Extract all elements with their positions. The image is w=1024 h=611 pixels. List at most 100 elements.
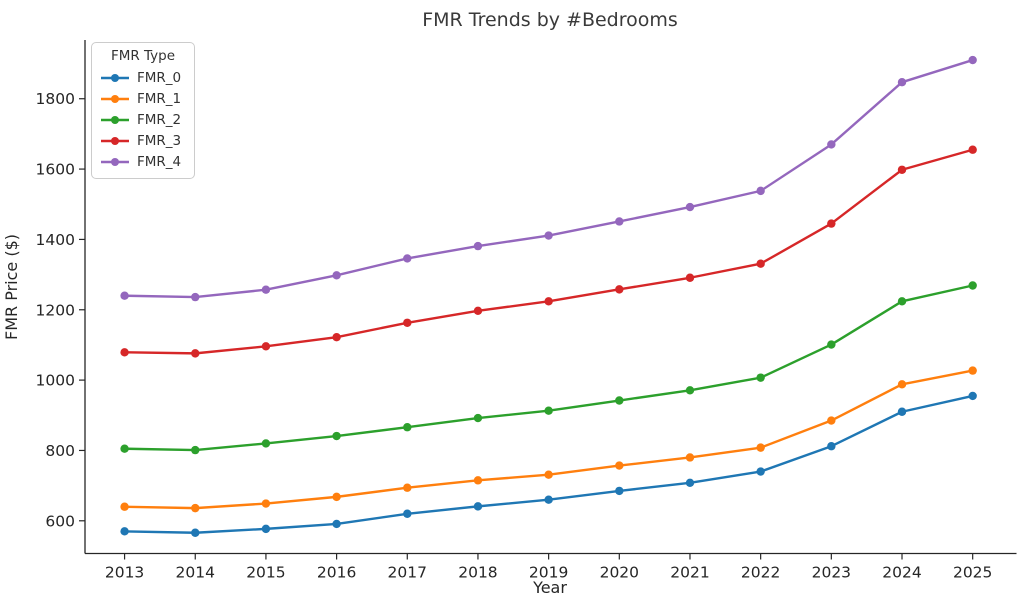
data-point-FMR_0-2016 xyxy=(332,519,341,529)
data-point-FMR_1-2022 xyxy=(756,443,765,452)
data-point-FMR_3-2013 xyxy=(120,348,129,357)
data-point-FMR_3-2020 xyxy=(615,285,624,294)
x-tick-label: 2017 xyxy=(388,564,427,582)
series-line-FMR_2 xyxy=(124,284,973,452)
legend-line-marker-icon xyxy=(101,115,129,124)
data-point-FMR_1-2019 xyxy=(544,470,553,479)
data-point-FMR_4-2016 xyxy=(332,271,341,280)
data-point-FMR_0-2020 xyxy=(615,486,624,496)
data-point-FMR_3-2015 xyxy=(261,342,271,351)
x-tick-label: 2014 xyxy=(176,564,215,582)
data-point-FMR_2-2014 xyxy=(191,445,200,455)
data-point-FMR_4-2022 xyxy=(756,186,765,196)
legend-item-FMR_2: FMR_2 xyxy=(100,109,186,130)
y-tick-label: 1800 xyxy=(36,90,75,108)
data-point-FMR_2-2017 xyxy=(403,423,412,432)
data-point-FMR_0-2024 xyxy=(897,407,907,416)
legend-item-FMR_3: FMR_3 xyxy=(100,130,186,151)
data-point-FMR_2-2023 xyxy=(827,340,836,349)
x-tick-label: 2025 xyxy=(953,564,992,582)
data-point-FMR_4-2018 xyxy=(473,241,483,251)
legend-line-marker-icon xyxy=(101,73,129,82)
x-tick-label: 2018 xyxy=(458,564,497,582)
x-tick-label: 2016 xyxy=(317,564,356,582)
data-point-FMR_3-2018 xyxy=(473,306,483,316)
legend-item-FMR_0: FMR_0 xyxy=(100,67,186,88)
data-point-FMR_1-2013 xyxy=(120,502,129,511)
y-tick-label: 600 xyxy=(45,512,75,530)
data-point-FMR_3-2024 xyxy=(897,165,907,174)
data-point-FMR_0-2013 xyxy=(120,527,129,536)
y-tick-label: 1400 xyxy=(36,231,75,249)
data-point-FMR_2-2020 xyxy=(615,396,624,405)
data-point-FMR_3-2017 xyxy=(403,318,412,327)
data-point-FMR_1-2015 xyxy=(261,499,271,508)
legend-line-marker-icon xyxy=(101,94,129,103)
data-point-FMR_4-2021 xyxy=(685,202,695,212)
data-point-FMR_1-2024 xyxy=(897,380,907,389)
data-point-FMR_2-2025 xyxy=(968,281,977,290)
legend-items: FMR_0 FMR_1 FMR_2 FMR_3 FMR_4 xyxy=(100,67,186,172)
data-point-FMR_1-2021 xyxy=(685,453,695,462)
x-tick-label: 2020 xyxy=(600,564,639,582)
data-point-FMR_3-2023 xyxy=(827,219,836,228)
data-point-FMR_1-2020 xyxy=(615,461,624,470)
data-point-FMR_0-2023 xyxy=(827,442,836,451)
data-point-FMR_0-2021 xyxy=(685,478,695,488)
data-point-FMR_2-2019 xyxy=(544,406,553,415)
data-point-FMR_0-2025 xyxy=(968,391,977,401)
x-tick-label: 2015 xyxy=(246,564,285,582)
data-point-FMR_2-2022 xyxy=(756,373,765,382)
data-point-FMR_3-2021 xyxy=(685,273,695,282)
data-point-FMR_0-2018 xyxy=(473,502,483,511)
series-line-FMR_3 xyxy=(124,148,974,355)
y-tick-label: 1600 xyxy=(36,161,75,179)
data-point-FMR_4-2014 xyxy=(191,292,200,302)
data-point-FMR_4-2025 xyxy=(968,55,977,65)
data-point-FMR_1-2017 xyxy=(403,483,412,492)
data-point-FMR_4-2023 xyxy=(827,140,836,149)
data-point-FMR_2-2024 xyxy=(897,297,907,306)
data-point-FMR_4-2020 xyxy=(615,217,624,226)
x-tick-label: 2022 xyxy=(741,564,780,582)
data-point-FMR_0-2015 xyxy=(261,524,271,534)
data-point-FMR_4-2019 xyxy=(544,231,553,240)
legend-item-FMR_1: FMR_1 xyxy=(100,88,186,109)
data-point-FMR_1-2025 xyxy=(968,366,977,375)
y-axis-label: FMR Price ($) xyxy=(2,234,21,340)
data-point-FMR_1-2023 xyxy=(827,416,836,425)
data-point-FMR_4-2013 xyxy=(120,291,129,300)
data-point-FMR_4-2015 xyxy=(261,285,271,294)
data-point-FMR_4-2024 xyxy=(897,78,907,87)
data-point-FMR_2-2013 xyxy=(120,444,129,453)
legend-label: FMR_2 xyxy=(137,111,182,128)
y-tick-label: 800 xyxy=(45,442,75,460)
data-point-FMR_3-2019 xyxy=(544,297,553,306)
legend-label: FMR_0 xyxy=(137,69,182,86)
x-tick-label: 2021 xyxy=(670,564,709,582)
legend: FMR Type FMR_0 FMR_1 FMR_2 FMR_3 FMR_4 xyxy=(91,42,195,179)
data-point-FMR_3-2025 xyxy=(968,145,977,154)
x-tick-label: 2023 xyxy=(812,564,851,582)
legend-line-marker-icon xyxy=(101,157,129,166)
x-tick-label: 2024 xyxy=(882,564,921,582)
y-tick-label: 1000 xyxy=(36,372,75,390)
data-point-FMR_2-2021 xyxy=(685,386,695,395)
data-point-FMR_2-2018 xyxy=(473,413,483,423)
data-point-FMR_1-2018 xyxy=(473,476,483,485)
data-point-FMR_1-2016 xyxy=(332,492,341,502)
data-point-FMR_0-2014 xyxy=(191,528,200,537)
x-axis-label: Year xyxy=(532,578,567,597)
chart-title: FMR Trends by #Bedrooms xyxy=(422,9,678,31)
data-point-FMR_2-2015 xyxy=(261,439,271,448)
data-point-FMR_4-2017 xyxy=(403,254,412,263)
data-point-FMR_3-2014 xyxy=(191,349,200,358)
legend-item-FMR_4: FMR_4 xyxy=(100,151,186,172)
legend-label: FMR_4 xyxy=(137,153,182,170)
data-point-FMR_3-2016 xyxy=(332,332,341,342)
data-point-FMR_2-2016 xyxy=(332,431,341,441)
legend-label: FMR_3 xyxy=(137,132,182,149)
data-point-FMR_1-2014 xyxy=(191,503,200,513)
